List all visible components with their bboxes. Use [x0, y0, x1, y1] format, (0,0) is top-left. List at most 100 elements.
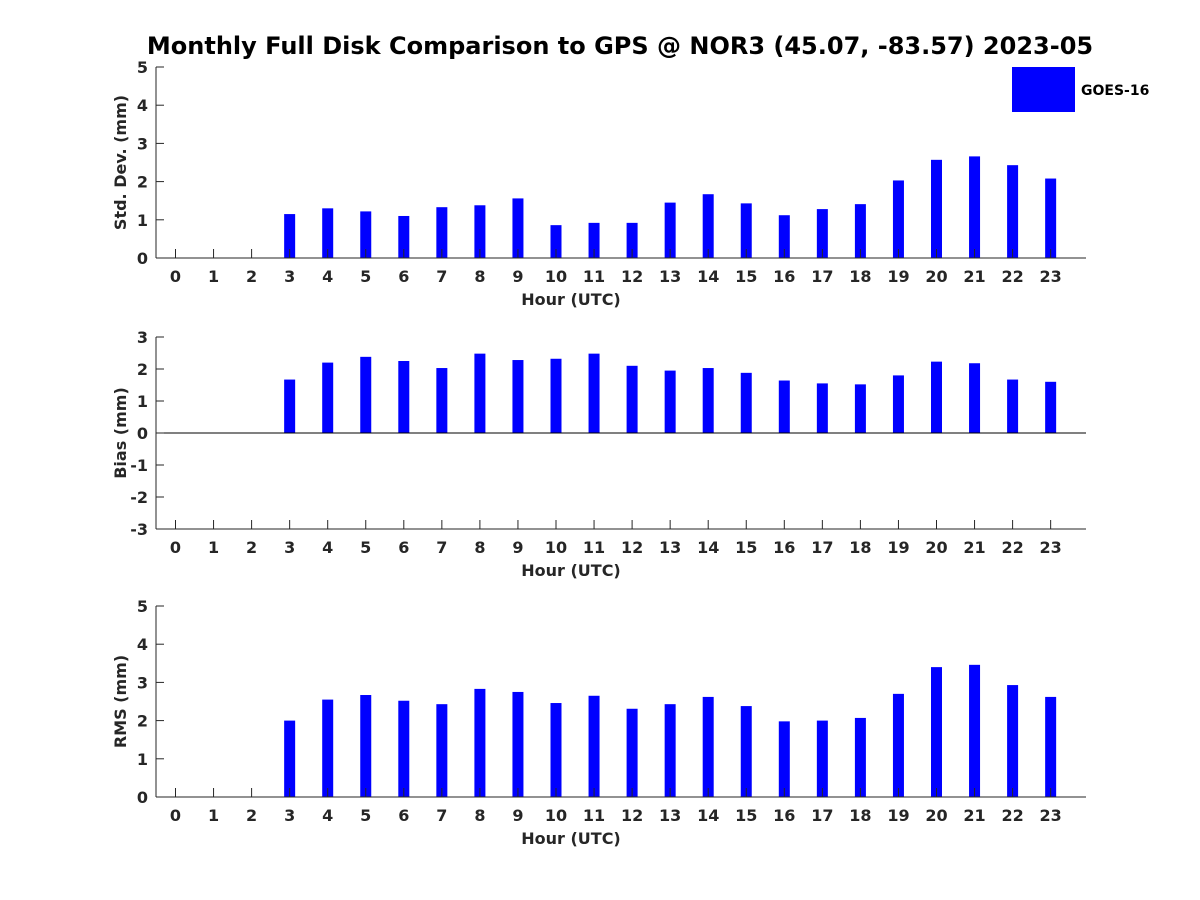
x-tick-label: 0: [170, 267, 181, 286]
x-tick-label: 20: [925, 806, 947, 825]
x-tick-label: 23: [1040, 538, 1062, 557]
bar-hour-13: [664, 202, 676, 258]
x-tick-label: 20: [925, 538, 947, 557]
x-tick-label: 10: [545, 267, 567, 286]
x-tick-label: 6: [398, 538, 409, 557]
x-tick-label: 9: [512, 538, 523, 557]
bar-hour-16: [778, 380, 790, 433]
x-tick-label: 19: [887, 538, 909, 557]
x-tick-label: 13: [659, 538, 681, 557]
x-tick-label: 19: [887, 267, 909, 286]
x-tick-label: 1: [208, 267, 219, 286]
bar-hour-15: [740, 706, 752, 797]
bar-hour-21: [969, 664, 981, 797]
bar-hour-10: [550, 703, 562, 797]
x-tick-label: 5: [360, 806, 371, 825]
bar-hour-9: [512, 691, 524, 797]
x-tick-label: 1: [208, 806, 219, 825]
bar-hour-22: [1007, 165, 1019, 258]
x-tick-label: 12: [621, 538, 643, 557]
legend: GOES-16: [1012, 67, 1149, 112]
bar-hour-9: [512, 360, 524, 433]
x-axis-label: Hour (UTC): [521, 561, 621, 580]
x-tick-label: 22: [1001, 538, 1023, 557]
x-tick-label: 9: [512, 267, 523, 286]
x-tick-label: 2: [246, 806, 257, 825]
x-tick-label: 5: [360, 538, 371, 557]
x-tick-label: 21: [963, 806, 985, 825]
y-axis-label: RMS (mm): [111, 655, 130, 748]
x-tick-label: 5: [360, 267, 371, 286]
x-tick-label: 10: [545, 806, 567, 825]
x-axis-label: Hour (UTC): [521, 290, 621, 309]
y-tick-label: 1: [137, 750, 148, 769]
x-tick-label: 16: [773, 538, 795, 557]
x-tick-label: 18: [849, 538, 871, 557]
x-tick-label: 7: [436, 806, 447, 825]
x-tick-label: 15: [735, 538, 757, 557]
x-tick-label: 18: [849, 267, 871, 286]
y-tick-label: 5: [137, 58, 148, 77]
x-tick-label: 23: [1040, 267, 1062, 286]
bar-hour-8: [474, 353, 486, 433]
y-tick-label: -1: [130, 456, 148, 475]
x-tick-label: 8: [474, 267, 485, 286]
x-tick-label: 2: [246, 267, 257, 286]
x-tick-label: 18: [849, 806, 871, 825]
x-tick-label: 10: [545, 538, 567, 557]
bar-hour-14: [702, 194, 714, 258]
y-axis-label: Std. Dev. (mm): [111, 95, 130, 230]
bar-hour-12: [626, 365, 638, 433]
y-tick-label: 5: [137, 597, 148, 616]
x-tick-label: 4: [322, 538, 333, 557]
bar-hour-9: [512, 198, 524, 258]
x-tick-label: 8: [474, 806, 485, 825]
x-tick-label: 16: [773, 267, 795, 286]
bar-hour-5: [360, 695, 372, 797]
x-tick-label: 22: [1001, 806, 1023, 825]
x-tick-label: 11: [583, 538, 605, 557]
x-tick-label: 6: [398, 267, 409, 286]
x-tick-label: 12: [621, 806, 643, 825]
x-tick-label: 3: [284, 538, 295, 557]
bar-hour-6: [398, 215, 410, 258]
x-tick-label: 0: [170, 538, 181, 557]
bar-hour-15: [740, 203, 752, 258]
bar-hour-12: [626, 708, 638, 797]
y-tick-label: 0: [137, 788, 148, 807]
bar-hour-5: [360, 211, 372, 258]
y-tick-label: 2: [137, 173, 148, 192]
bar-hour-20: [931, 361, 942, 433]
x-tick-label: 11: [583, 267, 605, 286]
x-tick-label: 6: [398, 806, 409, 825]
y-tick-label: 0: [137, 249, 148, 268]
bar-hour-7: [436, 207, 448, 258]
x-tick-label: 19: [887, 806, 909, 825]
legend-swatch: [1012, 67, 1075, 112]
y-tick-label: 3: [137, 134, 148, 153]
y-tick-label: 0: [137, 424, 148, 443]
bar-hour-11: [588, 695, 600, 797]
y-tick-label: -3: [130, 520, 148, 539]
y-tick-label: 1: [137, 392, 148, 411]
x-tick-label: 17: [811, 538, 833, 557]
x-tick-label: 0: [170, 806, 181, 825]
x-tick-label: 3: [284, 806, 295, 825]
bar-hour-19: [892, 375, 904, 433]
y-tick-label: 2: [137, 712, 148, 731]
chart-title: Monthly Full Disk Comparison to GPS @ NO…: [147, 32, 1093, 60]
x-axis-label: Hour (UTC): [521, 829, 621, 848]
bar-hour-17: [816, 720, 828, 797]
bar-hour-13: [664, 704, 676, 797]
bar-hour-4: [322, 699, 334, 797]
bar-hour-7: [436, 368, 448, 433]
bar-hour-4: [322, 208, 334, 258]
bar-hour-12: [626, 222, 638, 258]
bar-hour-8: [474, 205, 486, 258]
x-tick-label: 15: [735, 267, 757, 286]
bar-hour-18: [854, 384, 866, 433]
x-tick-label: 21: [963, 538, 985, 557]
